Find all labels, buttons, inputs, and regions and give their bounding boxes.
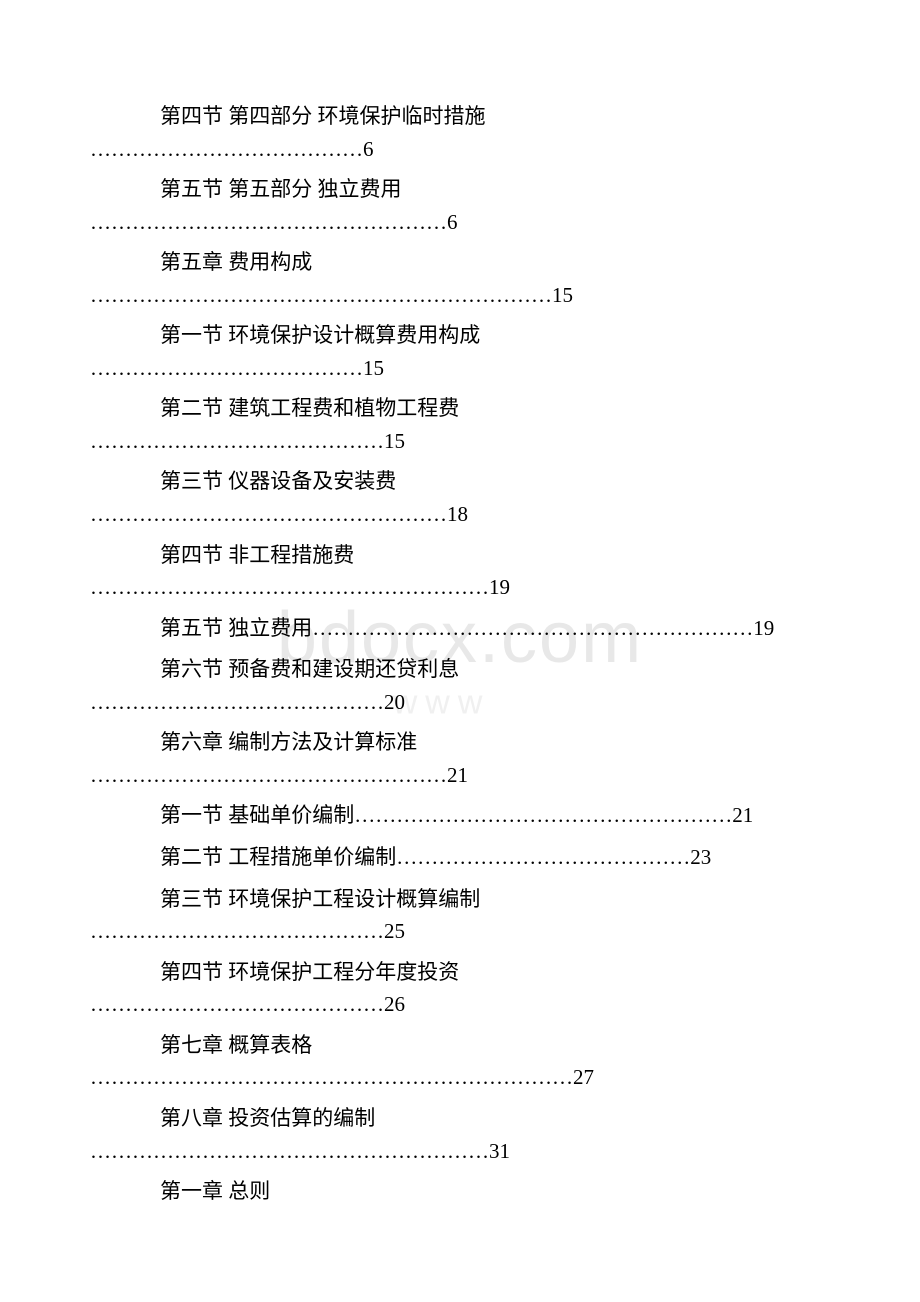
toc-page-number: 19 xyxy=(489,575,510,599)
toc-title: 第五节 第五部分 独立费用 xyxy=(90,173,830,207)
toc-entry: 第三节 环境保护工程设计概算编制……………………………………25 xyxy=(90,883,830,948)
toc-title: 第一节 环境保护设计概算费用构成 xyxy=(90,319,830,353)
toc-dots-line: …………………………………………………………15 xyxy=(90,280,830,312)
toc-page-number: 6 xyxy=(447,210,458,234)
toc-title: 第二节 工程措施单价编制 xyxy=(160,841,396,875)
toc-title: 第五章 费用构成 xyxy=(90,246,830,280)
toc-dots: ………………………………………………… xyxy=(90,575,489,599)
toc-entry: 第一节 基础单价编制………………………………………………21 xyxy=(90,799,830,833)
toc-entry: 第四节 第四部分 环境保护临时措施…………………………………6 xyxy=(90,100,830,165)
toc-page-number: 31 xyxy=(489,1139,510,1163)
toc-page-number: 19 xyxy=(753,612,774,646)
toc-entry: 第一节 环境保护设计概算费用构成…………………………………15 xyxy=(90,319,830,384)
toc-title: 第四节 非工程措施费 xyxy=(90,539,830,573)
toc-dots: …………………………………………… xyxy=(90,502,447,526)
toc-page-number: 15 xyxy=(384,429,405,453)
toc-page-number: 23 xyxy=(690,841,711,875)
toc-page-number: 20 xyxy=(384,690,405,714)
toc-page-number: 6 xyxy=(363,137,374,161)
toc-page-number: 26 xyxy=(384,992,405,1016)
toc-dots: …………………………………… xyxy=(90,992,384,1016)
toc-dots: ………………………………………………………… xyxy=(90,283,552,307)
toc-entry: 第五节 第五部分 独立费用……………………………………………6 xyxy=(90,173,830,238)
toc-dots: …………………………………………… xyxy=(90,210,447,234)
toc-dots-line: ……………………………………20 xyxy=(90,687,830,719)
toc-entry: 第五节 独立费用………………………………………………………19 xyxy=(90,612,830,646)
toc-dots-line: …………………………………6 xyxy=(90,134,830,166)
toc-dots-line: ……………………………………25 xyxy=(90,916,830,948)
toc-single-line: 第一节 基础单价编制………………………………………………21 xyxy=(90,799,830,833)
toc-entry: 第二节 工程措施单价编制……………………………………23 xyxy=(90,841,830,875)
toc-dots-line: …………………………………15 xyxy=(90,353,830,385)
toc-title: 第八章 投资估算的编制 xyxy=(90,1102,830,1136)
toc-dots-line: ……………………………………………………………27 xyxy=(90,1062,830,1094)
toc-entry: 第八章 投资估算的编制…………………………………………………31 xyxy=(90,1102,830,1167)
toc-title: 第五节 独立费用 xyxy=(160,612,312,646)
toc-entry: 第五章 费用构成…………………………………………………………15 xyxy=(90,246,830,311)
toc-page-number: 25 xyxy=(384,919,405,943)
toc-container: 第四节 第四部分 环境保护临时措施…………………………………6第五节 第五部分 … xyxy=(90,100,830,1167)
toc-title: 第七章 概算表格 xyxy=(90,1029,830,1063)
toc-dots: ………………………………………………… xyxy=(90,1139,489,1163)
toc-title: 第四节 环境保护工程分年度投资 xyxy=(90,956,830,990)
toc-dots: ……………………………………………………… xyxy=(312,612,753,646)
toc-title: 第六节 预备费和建设期还贷利息 xyxy=(90,653,830,687)
toc-page-number: 18 xyxy=(447,502,468,526)
toc-dots-line: ……………………………………15 xyxy=(90,426,830,458)
toc-title: 第三节 仪器设备及安装费 xyxy=(90,465,830,499)
toc-dots: …………………………………… xyxy=(396,841,690,875)
toc-page-number: 27 xyxy=(573,1065,594,1089)
toc-dots: …………………………………………………………… xyxy=(90,1065,573,1089)
toc-title: 第三节 环境保护工程设计概算编制 xyxy=(90,883,830,917)
toc-title: 第一节 基础单价编制 xyxy=(160,799,354,833)
toc-dots: …………………………………… xyxy=(90,690,384,714)
toc-title: 第二节 建筑工程费和植物工程费 xyxy=(90,392,830,426)
toc-dots-line: ……………………………………………6 xyxy=(90,207,830,239)
toc-dots: ………………………………… xyxy=(90,137,363,161)
toc-entry: 第七章 概算表格……………………………………………………………27 xyxy=(90,1029,830,1094)
chapter-1-heading: 第一章 总则 xyxy=(90,1175,830,1205)
toc-entry: 第六节 预备费和建设期还贷利息……………………………………20 xyxy=(90,653,830,718)
toc-title: 第四节 第四部分 环境保护临时措施 xyxy=(90,100,830,134)
toc-dots-line: …………………………………………………19 xyxy=(90,572,830,604)
toc-entry: 第六章 编制方法及计算标准……………………………………………21 xyxy=(90,726,830,791)
toc-page-number: 21 xyxy=(447,763,468,787)
toc-content: 第四节 第四部分 环境保护临时措施…………………………………6第五节 第五部分 … xyxy=(90,100,830,1205)
toc-entry: 第三节 仪器设备及安装费……………………………………………18 xyxy=(90,465,830,530)
toc-dots: ……………………………………………… xyxy=(354,799,732,833)
toc-dots-line: ……………………………………………21 xyxy=(90,760,830,792)
toc-single-line: 第五节 独立费用………………………………………………………19 xyxy=(90,612,830,646)
toc-entry: 第四节 非工程措施费…………………………………………………19 xyxy=(90,539,830,604)
toc-title: 第六章 编制方法及计算标准 xyxy=(90,726,830,760)
toc-dots-line: …………………………………………………31 xyxy=(90,1136,830,1168)
toc-entry: 第四节 环境保护工程分年度投资……………………………………26 xyxy=(90,956,830,1021)
toc-page-number: 21 xyxy=(732,799,753,833)
toc-page-number: 15 xyxy=(363,356,384,380)
toc-dots-line: ……………………………………………18 xyxy=(90,499,830,531)
toc-dots: …………………………………………… xyxy=(90,763,447,787)
toc-dots: …………………………………… xyxy=(90,429,384,453)
toc-dots: …………………………………… xyxy=(90,919,384,943)
toc-page-number: 15 xyxy=(552,283,573,307)
toc-single-line: 第二节 工程措施单价编制……………………………………23 xyxy=(90,841,830,875)
toc-entry: 第二节 建筑工程费和植物工程费……………………………………15 xyxy=(90,392,830,457)
toc-dots: ………………………………… xyxy=(90,356,363,380)
toc-dots-line: ……………………………………26 xyxy=(90,989,830,1021)
